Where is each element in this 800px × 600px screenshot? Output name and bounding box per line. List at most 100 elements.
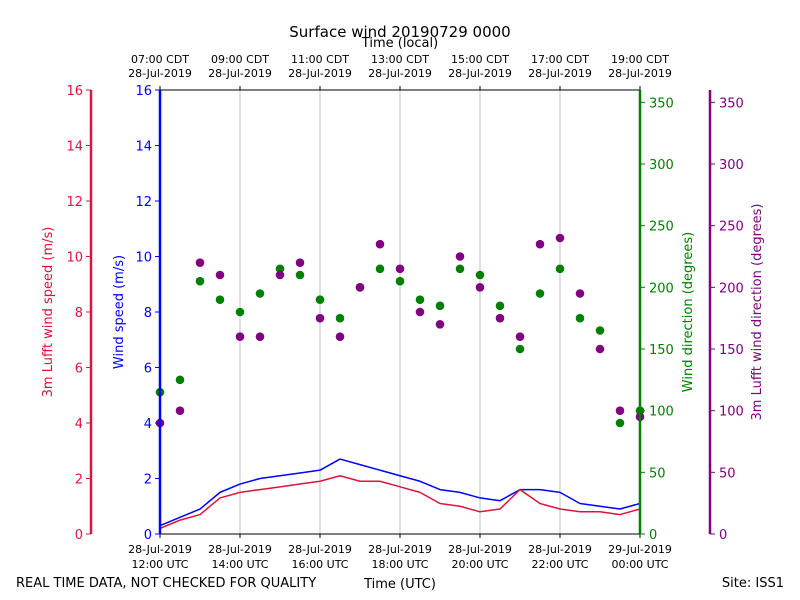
wind-direction-tick-label: 50 [649, 466, 666, 481]
wind-speed-tick-label: 0 [144, 528, 152, 543]
series-point-2 [515, 344, 525, 354]
top-axis-label: Time (local) [361, 36, 438, 51]
lufft-direction-tick-label: 100 [719, 405, 744, 420]
series-point-3 [235, 332, 245, 341]
top-tick-label-date: 28-Jul-2019 [448, 67, 512, 80]
wind-speed-tick-label: 14 [135, 140, 152, 155]
series-point-2 [375, 264, 385, 274]
series-point-2 [255, 289, 265, 298]
x-tick-label-time: 22:00 UTC [531, 558, 588, 571]
wind-speed-tick-label: 4 [144, 417, 152, 432]
x-tick-label-date: 28-Jul-2019 [528, 543, 592, 556]
x-tick-label-date: 29-Jul-2019 [608, 543, 672, 556]
series-point-3 [195, 258, 205, 267]
series-point-2 [495, 301, 505, 311]
site-label: Site: ISS1 [722, 576, 784, 591]
series-line-0 [159, 458, 641, 527]
series-point-3 [475, 283, 485, 292]
series-point-3 [375, 239, 385, 249]
series-point-2 [295, 270, 305, 280]
wind-speed-tick-label: 8 [144, 306, 152, 321]
lufft-speed-tick-label: 14 [66, 140, 83, 155]
series-point-3 [435, 320, 445, 329]
series-point-2 [475, 270, 485, 280]
top-tick-label-time: 17:00 CDT [531, 53, 589, 66]
series-layer [155, 233, 645, 530]
series-point-3 [615, 406, 625, 415]
top-tick-label-date: 28-Jul-2019 [528, 67, 592, 80]
series-point-3 [175, 406, 185, 415]
lufft-direction-axis-label: 3m Lufft wind direction (degrees) [750, 204, 765, 421]
series-point-2 [575, 313, 585, 323]
series-point-3 [335, 332, 345, 341]
series-point-2 [395, 276, 405, 286]
x-tick-label-time: 20:00 UTC [451, 558, 508, 571]
wind-speed-tick-label: 16 [135, 84, 152, 99]
series-point-3 [555, 233, 565, 243]
x-tick-label-time: 12:00 UTC [131, 558, 188, 571]
series-point-3 [595, 344, 605, 354]
lufft-direction-tick-label: 350 [719, 96, 744, 111]
series-point-2 [335, 313, 345, 323]
lufft-speed-tick-label: 2 [75, 473, 83, 488]
x-tick-label-time: 14:00 UTC [211, 558, 268, 571]
series-point-3 [575, 289, 585, 298]
x-tick-label-date: 28-Jul-2019 [288, 543, 352, 556]
series-point-3 [275, 270, 285, 280]
top-tick-label-date: 28-Jul-2019 [128, 67, 192, 80]
series-point-3 [415, 307, 425, 317]
lufft-direction-tick-label: 0 [719, 528, 727, 543]
wind-direction-tick-label: 350 [649, 96, 674, 111]
wind-speed-tick-label: 10 [135, 251, 152, 266]
lufft-direction-tick-label: 200 [719, 281, 744, 296]
series-point-2 [595, 326, 605, 335]
wind-direction-tick-label: 200 [649, 281, 674, 296]
x-tick-label-time: 00:00 UTC [611, 558, 668, 571]
series-point-2 [455, 264, 465, 274]
lufft-direction-tick-label: 150 [719, 343, 744, 358]
series-point-2 [275, 264, 285, 274]
wind-direction-axis-label: Wind direction (degrees) [681, 232, 696, 392]
series-point-3 [215, 270, 225, 280]
lufft-direction-tick-label: 50 [719, 466, 736, 481]
wind-speed-tick-label: 2 [144, 473, 152, 488]
top-tick-label-time: 09:00 CDT [211, 53, 269, 66]
x-axis-label: Time (UTC) [363, 577, 436, 592]
quality-disclaimer: REAL TIME DATA, NOT CHECKED FOR QUALITY [16, 576, 316, 591]
wind-direction-tick-label: 0 [649, 528, 657, 543]
lufft-direction-tick-label: 300 [719, 158, 744, 173]
series-point-3 [315, 313, 325, 323]
wind-direction-tick-label: 100 [649, 405, 674, 420]
x-tick-label-date: 28-Jul-2019 [208, 543, 272, 556]
top-tick-label-time: 13:00 CDT [371, 53, 429, 66]
lufft-speed-tick-label: 0 [75, 528, 83, 543]
wind-direction-tick-label: 250 [649, 220, 674, 235]
wind-direction-tick-label: 300 [649, 158, 674, 173]
lufft-speed-tick-label: 12 [66, 195, 83, 210]
series-line-1 [159, 474, 641, 530]
series-point-3 [455, 252, 465, 261]
series-point-2 [215, 295, 225, 304]
chart-title: Surface wind 20190729 0000 [289, 23, 510, 41]
lufft-speed-tick-label: 16 [66, 84, 83, 99]
top-tick-label-date: 28-Jul-2019 [608, 67, 672, 80]
top-tick-label-time: 07:00 CDT [131, 53, 189, 66]
series-point-3 [535, 239, 545, 249]
series-point-2 [315, 295, 325, 304]
wind-speed-tick-label: 12 [135, 195, 152, 210]
series-point-3 [495, 313, 505, 323]
series-point-2 [175, 375, 185, 385]
series-point-3 [515, 332, 525, 341]
series-point-2 [555, 264, 565, 274]
series-point-2 [415, 295, 425, 304]
x-tick-label-date: 28-Jul-2019 [128, 543, 192, 556]
series-point-3 [255, 332, 265, 341]
wind-speed-tick-label: 6 [144, 362, 152, 377]
lufft-speed-tick-label: 8 [75, 306, 83, 321]
series-point-3 [395, 264, 405, 274]
lufft-speed-axis-label: 3m Lufft wind speed (m/s) [41, 227, 56, 398]
series-point-2 [615, 418, 625, 428]
series-point-3 [295, 258, 305, 267]
